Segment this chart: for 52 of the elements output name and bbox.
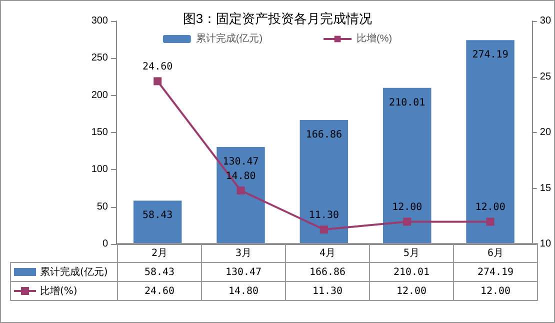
- y-tick-label: 300: [91, 16, 108, 26]
- y2-tick-label: 30: [540, 16, 552, 26]
- y-tick-label: 250: [91, 52, 108, 64]
- text: 58.43: [142, 210, 173, 222]
- point: [320, 226, 328, 234]
- data-label: 11.30: [286, 282, 370, 300]
- point: [154, 77, 162, 86]
- text: 210.01: [389, 97, 426, 108]
- text: 12.00: [392, 202, 422, 214]
- data-label: 274.19: [454, 262, 538, 282]
- bar: [133, 200, 182, 244]
- x-tick-label: 5月: [370, 244, 454, 262]
- text: 274.19: [472, 50, 508, 61]
- bar: [466, 40, 514, 244]
- y-tick-label: 100: [91, 164, 108, 176]
- x-tick-label: 4月: [286, 244, 370, 262]
- x-tick-label: 6月: [454, 244, 538, 262]
- data-label: 166.86: [286, 262, 370, 282]
- text: 11.30: [308, 210, 339, 222]
- text: 14.80: [226, 170, 256, 182]
- text: 12.00: [475, 202, 506, 214]
- point: [403, 218, 412, 226]
- y2-tick-label: 15: [540, 182, 552, 194]
- x-tick-label: 3月: [202, 244, 286, 262]
- text: 130.47: [222, 156, 259, 168]
- bar: [216, 147, 265, 244]
- bar: [382, 88, 432, 244]
- text: 166.86: [306, 129, 342, 140]
- legend-label: 累计完成(亿元): [196, 32, 263, 44]
- text: 24.60: [142, 62, 173, 73]
- chart-title: 图3：固定资产投资各月完成情况: [182, 11, 372, 26]
- y2-tick-label: 20: [540, 127, 552, 138]
- y-tick-label: 150: [91, 127, 108, 138]
- data-label: 58.43: [118, 262, 202, 282]
- text: 比增(%): [40, 286, 78, 297]
- point: [486, 218, 494, 226]
- y-tick-label: 0: [102, 238, 108, 250]
- data-label: 14.80: [202, 282, 286, 300]
- data-label: 12.00: [454, 282, 538, 300]
- y2-tick-label: 25: [540, 71, 552, 82]
- y-tick-label: 200: [91, 90, 108, 101]
- bar: [300, 120, 348, 244]
- x-tick-label: 2月: [118, 244, 202, 262]
- legend-label: 比增(%): [356, 32, 392, 44]
- data-label: 12.00: [370, 282, 454, 300]
- y-tick-label: 50: [96, 201, 108, 212]
- data-label: 130.47: [202, 262, 286, 282]
- data-label: 24.60: [118, 282, 202, 300]
- y2-tick-label: 10: [540, 238, 552, 250]
- point: [236, 186, 245, 194]
- data-label: 210.01: [370, 262, 454, 282]
- text: 累计完成(亿元): [40, 267, 108, 278]
